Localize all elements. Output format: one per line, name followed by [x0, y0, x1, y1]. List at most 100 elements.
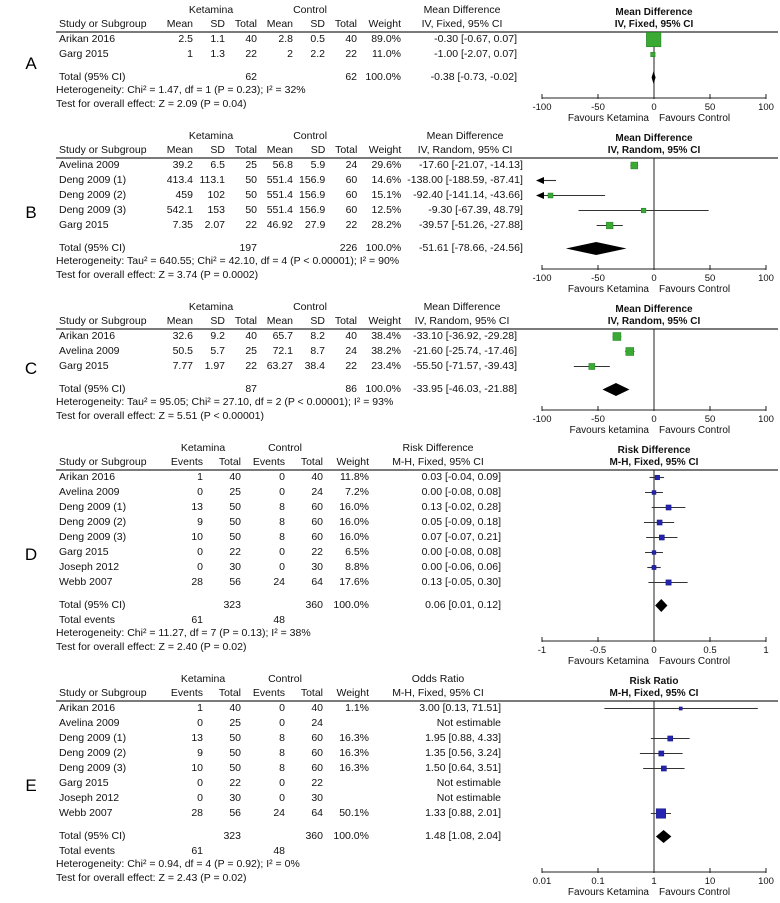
- effect-sub-header: M-H, Fixed, 95% CI: [392, 687, 484, 699]
- study-row: Deng 2009 (2) 9 50 8 60 16.0% 0.05 [-0.09, 0.1…: [59, 515, 501, 528]
- header-rule: [56, 31, 778, 33]
- favours-right-label: Favours Control: [659, 113, 730, 124]
- effect-square: [612, 332, 622, 341]
- total-row: Total (95% CI) 323 360 100.0% 1.48 [1.08, 2.…: [59, 829, 501, 842]
- meta-analysis-table: Ketamina Control Mean Difference Study or S…: [56, 3, 520, 84]
- study-column-header: Study or Subgroup: [59, 144, 147, 156]
- group2-header: Control: [293, 130, 328, 142]
- heterogeneity-text: Heterogeneity: Chi² = 1.47, df = 1 (P = …: [56, 84, 306, 96]
- study-row: Deng 2009 (3) 542.1 153 50 551.4 156.9 60 12.5%…: [59, 203, 523, 216]
- study-marker: [649, 474, 665, 481]
- effect-sub-header: IV, Fixed, 95% CI: [421, 18, 503, 30]
- study-marker: [645, 550, 663, 555]
- study-row: Arikan 2016 1 40 0 40 11.8% 0.03 [-0.04, 0.09]: [59, 470, 501, 483]
- group1-header: Ketamina: [188, 130, 234, 142]
- effect-square: [625, 347, 635, 356]
- left-arrow: [536, 177, 544, 184]
- effect-square: [658, 750, 665, 757]
- study-row: Deng 2009 (1) 413.4 113.1 50 551.4 156.9 60 14.…: [59, 173, 523, 186]
- tick-label: 100: [758, 876, 774, 887]
- column-header-row: Study or Subgroup Events Total Events Total W…: [56, 686, 504, 700]
- effect-square: [651, 490, 657, 495]
- study-row: Deng 2009 (1) 13 50 8 60 16.3% 1.95 [0.88, 4.3…: [59, 731, 501, 744]
- effect-square: [678, 706, 683, 711]
- tick-label: 1: [651, 876, 656, 887]
- plot-title: Mean Difference: [615, 7, 693, 18]
- total-events-row: Total events 61 48: [59, 844, 285, 857]
- group2-header: Control: [268, 673, 302, 685]
- meta-analysis-table: Ketamina Control Odds Ratio Study or Subgro…: [56, 672, 504, 858]
- total-diamond: [655, 830, 672, 843]
- tick-label: 50: [705, 414, 716, 425]
- effect-square: [547, 192, 554, 199]
- study-row: Arikan 2016 1 40 0 40 1.1% 3.00 [0.13, 71.51]: [59, 701, 501, 714]
- panel-a: A Ketamina Control Mean Difference Study or…: [6, 3, 780, 125]
- group1-header: Ketamina: [188, 301, 234, 313]
- study-marker: [646, 534, 678, 541]
- panel-c-body: Ketamina Control Mean Difference Study or S…: [56, 300, 780, 437]
- panel-d-body: Ketamina Control Risk Difference Study or S…: [56, 441, 780, 668]
- effect-square: [665, 579, 672, 586]
- study-marker: [596, 221, 623, 230]
- tick-label: -100: [532, 102, 551, 113]
- study-column-header: Study or Subgroup: [59, 315, 147, 327]
- group2-header: Control: [293, 4, 327, 16]
- plot-subtitle: M-H, Fixed, 95% CI: [610, 457, 699, 468]
- favours-left-label: Favours Ketamina: [568, 656, 650, 667]
- group1-header: Ketamina: [180, 673, 226, 685]
- study-row: Joseph 2012 0 30 0 30 8.8% 0.00 [-0.06, 0.06]: [59, 560, 501, 573]
- plot-subtitle: IV, Random, 95% CI: [608, 316, 701, 327]
- study-marker: [536, 177, 557, 184]
- total-diamond: [602, 383, 630, 396]
- panel-e-label: E: [25, 775, 37, 795]
- column-header-row: Study or Subgroup Mean SD Total Mean SD Total W…: [56, 314, 520, 328]
- study-marker: [646, 31, 662, 48]
- study-row: Deng 2009 (1) 13 50 8 60 16.0% 0.13 [-0.02, 0.…: [59, 500, 501, 513]
- axis: 0.01 0.1 1 10 100: [533, 868, 774, 887]
- axis: -100 -50 0 50 100: [532, 406, 774, 425]
- study-row: Garg 2015 0 22 0 22 Not estimable: [59, 776, 501, 789]
- axis: -100 -50 0 50 100: [532, 94, 774, 113]
- tick-label: 1: [763, 645, 768, 656]
- panel-b: B Ketamina Control Mean Difference Study or…: [6, 129, 780, 296]
- meta-analysis-table: Ketamina Control Risk Difference Study or S…: [56, 441, 504, 627]
- effect-sub-header: M-H, Fixed, 95% CI: [392, 456, 484, 468]
- study-row: Joseph 2012 0 30 0 30 Not estimable: [59, 791, 501, 804]
- group-header-row: Ketamina Control Mean Difference: [56, 129, 526, 143]
- tick-label: -50: [591, 414, 605, 425]
- study-marker: [643, 765, 685, 772]
- effect-square: [630, 161, 638, 170]
- effect-square: [667, 735, 674, 742]
- plot-subtitle: M-H, Fixed, 95% CI: [610, 688, 699, 699]
- heterogeneity-text: Heterogeneity: Tau² = 95.05; Chi² = 27.1…: [56, 396, 394, 408]
- axis: -100 -50 0 50 100: [532, 265, 774, 284]
- plot-title: Mean Difference: [615, 133, 693, 144]
- header-rule: [56, 328, 778, 330]
- effect-square: [659, 534, 665, 541]
- study-row: Deng 2009 (3) 10 50 8 60 16.3% 1.50 [0.64, 3.5…: [59, 761, 501, 774]
- study-row: Avelina 2009 0 25 0 24 Not estimable: [59, 716, 501, 729]
- total-row: Total (95% CI) 87 86 100.0% -33.95 [-46.03, …: [59, 382, 517, 395]
- effect-title: Odds Ratio: [411, 673, 465, 685]
- study-marker: [645, 490, 663, 495]
- panel-b-label: B: [25, 202, 37, 222]
- favours-right-label: Favours Control: [659, 656, 730, 667]
- effect-square: [651, 550, 657, 555]
- study-marker: [643, 519, 675, 526]
- plot-title: Risk Difference: [618, 445, 691, 456]
- panel-b-body: Ketamina Control Mean Difference Study or S…: [56, 129, 780, 296]
- overall-effect-text: Test for overall effect: Z = 2.09 (P = 0…: [56, 97, 247, 110]
- total-events-row: Total events 61 48: [59, 613, 285, 626]
- plot-title: Mean Difference: [615, 304, 693, 315]
- tick-label: 50: [705, 102, 716, 113]
- effect-title: Mean Difference: [426, 130, 504, 142]
- group-header-row: Ketamina Control Mean Difference: [56, 3, 520, 17]
- tick-label: 100: [758, 414, 774, 425]
- effect-square: [646, 31, 662, 48]
- effect-square: [665, 504, 672, 511]
- tick-label: 0: [651, 414, 656, 425]
- effect-sub-header: IV, Random, 95% CI: [417, 144, 513, 156]
